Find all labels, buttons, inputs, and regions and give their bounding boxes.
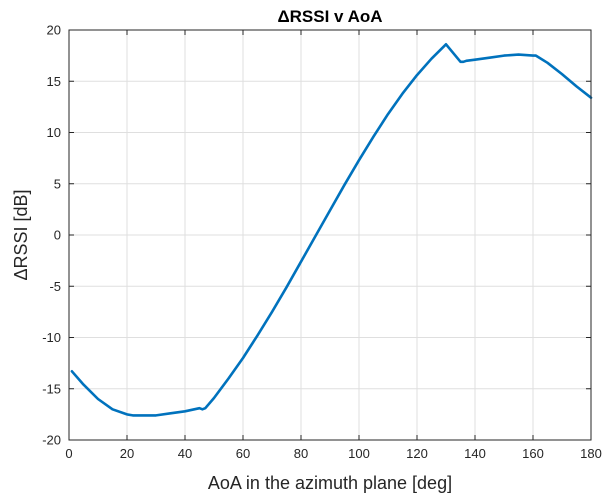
y-tick-label: -20 xyxy=(42,433,61,448)
x-tick-label: 60 xyxy=(236,446,250,461)
ticks xyxy=(68,29,592,441)
x-tick-label: 120 xyxy=(406,446,428,461)
data-series xyxy=(70,42,593,417)
y-tick-label: 5 xyxy=(54,176,61,191)
y-tick-label: -10 xyxy=(42,330,61,345)
grid xyxy=(69,30,591,440)
y-axis-label: ΔRSSI [dB] xyxy=(11,189,31,280)
y-tick-label: 20 xyxy=(47,23,61,38)
x-tick-label: 80 xyxy=(294,446,308,461)
series-line xyxy=(70,42,593,417)
y-tick-label: 10 xyxy=(47,125,61,140)
y-tick-label: -15 xyxy=(42,381,61,396)
x-tick-label: 180 xyxy=(580,446,602,461)
chart-title: ΔRSSI v AoA xyxy=(277,7,382,26)
x-axis-label: AoA in the azimuth plane [deg] xyxy=(208,473,452,493)
x-tick-label: 160 xyxy=(522,446,544,461)
y-tick-label: 15 xyxy=(47,74,61,89)
x-tick-labels: 0 20 40 60 80 100 120 140 160 180 xyxy=(65,446,601,461)
y-tick-label: -5 xyxy=(49,279,61,294)
x-tick-label: 100 xyxy=(348,446,370,461)
y-tick-label: 0 xyxy=(54,228,61,243)
x-tick-label: 20 xyxy=(120,446,134,461)
x-tick-label: 140 xyxy=(464,446,486,461)
x-tick-label: 0 xyxy=(65,446,72,461)
y-tick-labels: -20 -15 -10 -5 0 5 10 15 20 xyxy=(42,23,61,448)
x-tick-label: 40 xyxy=(178,446,192,461)
